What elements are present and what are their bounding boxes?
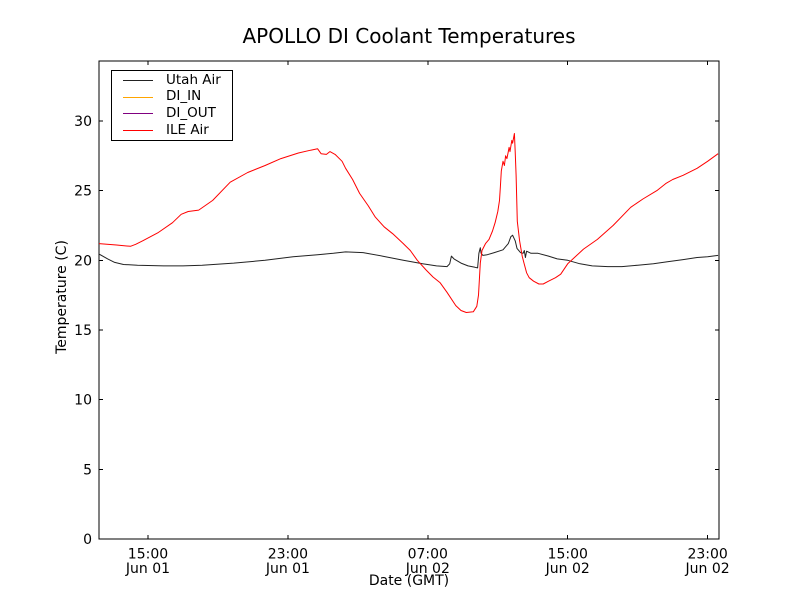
- legend-item-utah-air: Utah Air: [112, 73, 232, 88]
- series-group: [99, 133, 719, 313]
- y-tick-label: 15: [74, 323, 92, 339]
- x-tick-date-label: Jun 01: [125, 561, 170, 577]
- y-tick-label: 25: [74, 184, 92, 200]
- y-tick-label: 10: [74, 393, 92, 409]
- x-tick-time-label: 15:00: [548, 547, 588, 563]
- y-tick-label: 20: [74, 253, 92, 269]
- legend-item-ile-air: ILE Air: [112, 123, 232, 138]
- x-tick-time-label: 23:00: [687, 547, 727, 563]
- x-tick-time-label: 07:00: [408, 547, 448, 563]
- x-tick-date-label: Jun 02: [405, 561, 450, 577]
- legend-label-ile-air: ILE Air: [166, 121, 209, 138]
- x-tick-date-label: Jun 01: [265, 561, 310, 577]
- legend-label-di-in: DI_IN: [166, 88, 202, 105]
- legend-item-di-out: DI_OUT: [112, 106, 232, 121]
- series-line-ile-air: [99, 133, 719, 313]
- series-line-utah-air: [99, 234, 719, 269]
- y-tick-label: 30: [74, 114, 92, 130]
- y-axis-label: Temperature (C): [54, 240, 70, 354]
- axes-spines: [98, 60, 720, 540]
- legend: Utah Air DI_IN DI_OUT ILE Air: [111, 70, 233, 141]
- legend-item-di-in: DI_IN: [112, 90, 232, 105]
- y-axis-ticks: 0 5 10 15 20 25 30: [74, 114, 719, 548]
- x-tick-date-label: Jun 02: [685, 561, 730, 577]
- y-tick-label: 0: [83, 532, 92, 548]
- legend-label-di-out: DI_OUT: [166, 105, 216, 122]
- x-tick-date-label: Jun 02: [545, 561, 590, 577]
- legend-line-sample-utah-air: [123, 79, 153, 81]
- x-tick-time-label: 15:00: [128, 547, 168, 563]
- chart-title: APOLLO DI Coolant Temperatures: [242, 24, 576, 48]
- y-tick-label: 5: [83, 462, 92, 478]
- x-tick-time-label: 23:00: [268, 547, 308, 563]
- x-axis-label: Date (GMT): [368, 573, 450, 589]
- legend-line-sample-ile-air: [123, 130, 153, 132]
- legend-line-sample-di-in: [123, 96, 153, 98]
- legend-line-sample-di-out: [123, 113, 153, 115]
- legend-label-utah-air: Utah Air: [166, 71, 221, 88]
